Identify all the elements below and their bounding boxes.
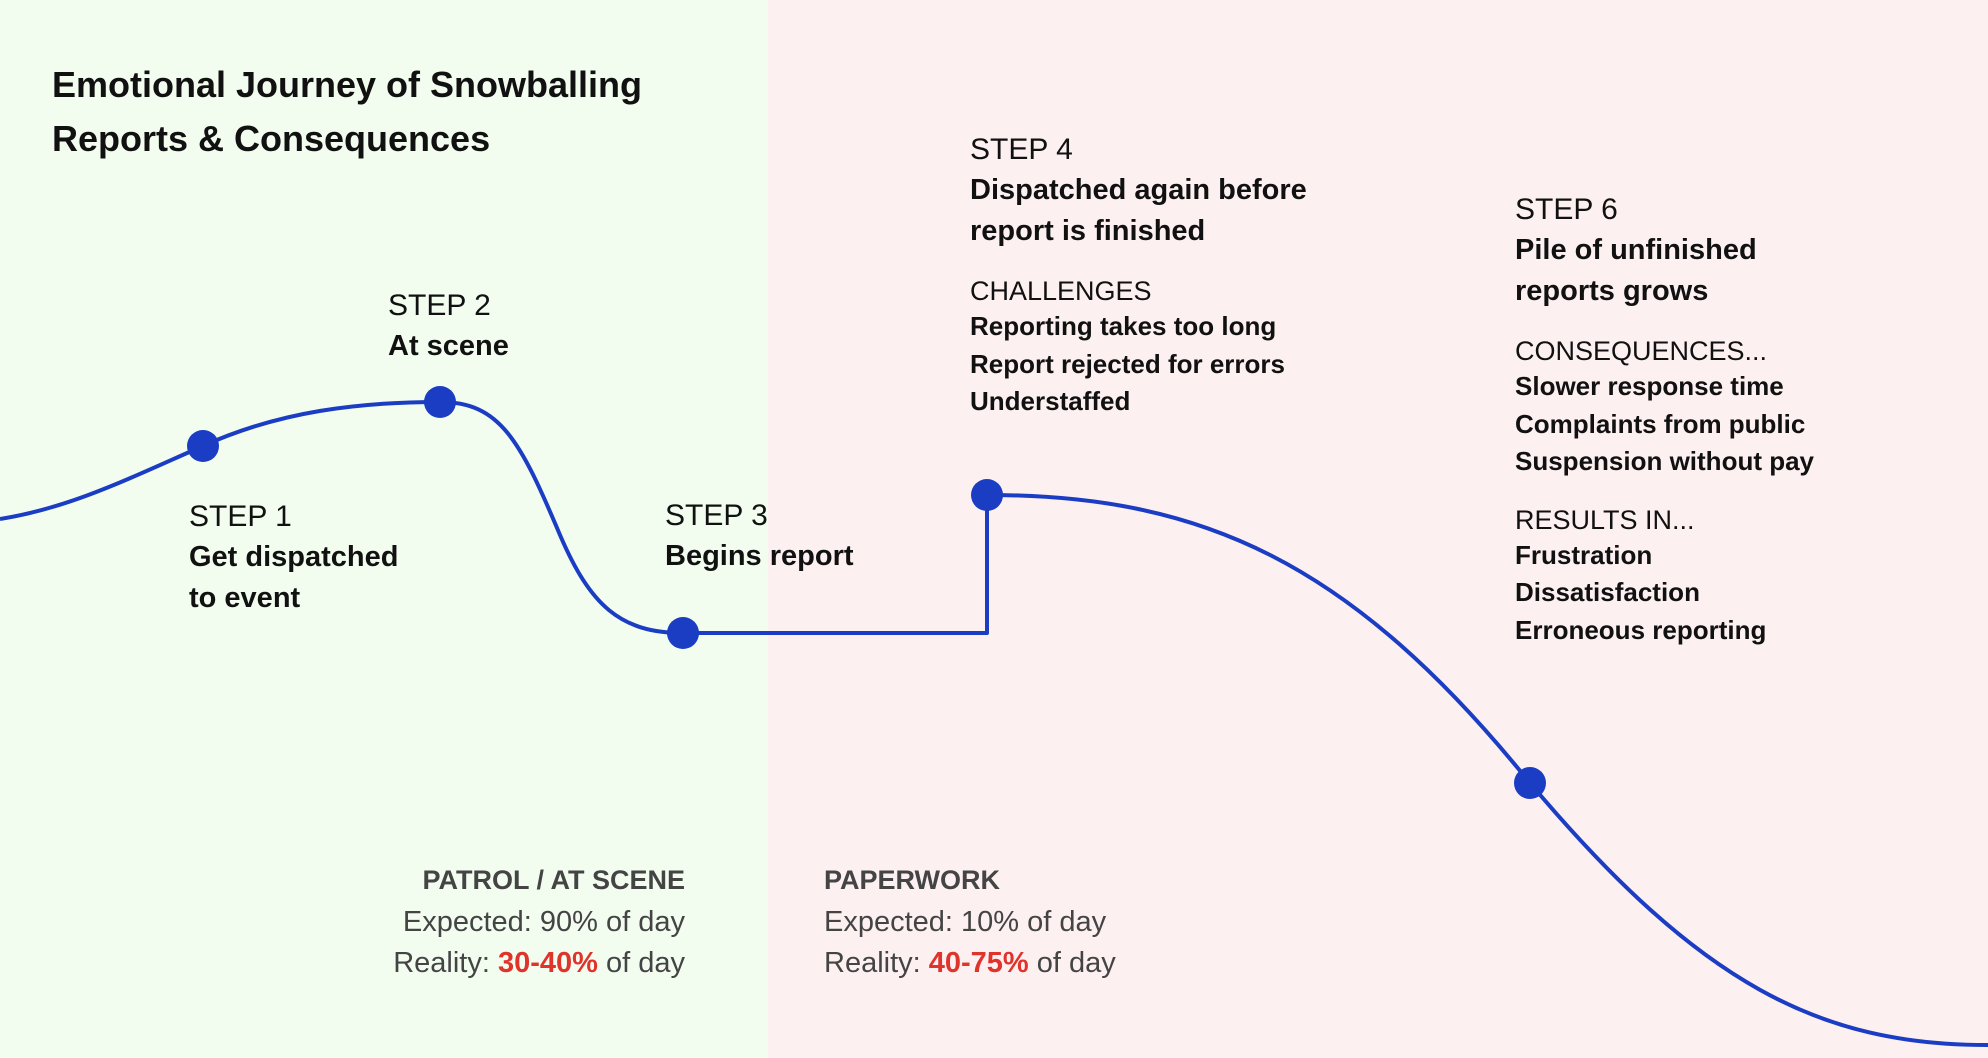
paperwork-reality-value: 40-75% [928, 947, 1029, 979]
patrol-reality-prefix: Reality: [393, 947, 498, 979]
step-3-title: Begins report [665, 536, 854, 577]
step-1-label: STEP 1 [189, 500, 292, 533]
results-label: RESULTS IN... [1515, 504, 1695, 535]
step-4-title-line-2: report is finished [970, 215, 1206, 247]
step-6: STEP 6 Pile of unfinished reports grows … [1515, 190, 1814, 649]
step-3-node [667, 617, 699, 649]
patrol-expected: Expected: 90% of day [402, 906, 685, 938]
results-list: Frustration Dissatisfaction Erroneous re… [1515, 537, 1814, 650]
result-item: Frustration [1515, 539, 1653, 570]
result-item: Erroneous reporting [1515, 614, 1767, 645]
step-3-title-line-1: Begins report [665, 540, 854, 572]
step-1-title-line-2: to event [189, 582, 301, 614]
step-6-title-line-2: reports grows [1515, 275, 1709, 307]
patrol-phase-title: PATROL / AT SCENE [422, 865, 685, 895]
step-1-title-line-1: Get dispatched [189, 541, 399, 573]
consequence-item: Suspension without pay [1515, 446, 1815, 476]
patrol-reality-suffix: of day [597, 947, 685, 979]
challenges-list: Reporting takes too long Report rejected… [970, 308, 1307, 421]
step-4: STEP 4 Dispatched again before report is… [970, 130, 1307, 421]
challenge-item: Understaffed [970, 386, 1131, 416]
consequences-label: CONSEQUENCES... [1515, 336, 1768, 366]
step-2: STEP 2 At scene [388, 286, 509, 367]
paperwork-expected: Expected: 10% of day [824, 906, 1107, 938]
paperwork-phase-summary: PAPERWORK Expected: 10% of day Reality: … [824, 862, 1116, 984]
result-item: Dissatisfaction [1515, 577, 1700, 607]
step-2-title-line-1: At scene [388, 330, 509, 362]
patrol-phase-summary: PATROL / AT SCENE Expected: 90% of day R… [393, 862, 685, 984]
step-6-title: Pile of unfinished reports grows [1515, 230, 1814, 312]
paperwork-reality: Reality: 40-75% of day [824, 943, 1116, 984]
paperwork-zone-background [768, 0, 1988, 1058]
step-4-title-line-1: Dispatched again before [970, 174, 1307, 206]
paperwork-reality-prefix: Reality: [824, 947, 929, 979]
patrol-reality: Reality: 30-40% of day [393, 943, 685, 984]
challenges-label: CHALLENGES [970, 276, 1152, 306]
patrol-reality-value: 30-40% [497, 947, 598, 979]
step-1-title: Get dispatched to event [189, 537, 399, 619]
step-6-node [1514, 767, 1546, 799]
challenge-item: Reporting takes too long [970, 311, 1277, 341]
page-title-line-2: Reports & Consequences [52, 118, 491, 159]
step-2-label: STEP 2 [388, 289, 491, 322]
page-title-line-1: Emotional Journey of Snowballing [52, 64, 643, 105]
step-3-label: STEP 3 [665, 499, 768, 532]
challenge-item: Report rejected for errors [970, 348, 1285, 379]
step-4-title: Dispatched again before report is finish… [970, 170, 1307, 252]
page-title: Emotional Journey of Snowballing Reports… [52, 58, 642, 166]
step-4-node [971, 479, 1003, 511]
consequence-item: Complaints from public [1515, 408, 1806, 439]
consequences-list: Slower response time Complaints from pub… [1515, 368, 1814, 481]
paperwork-phase-title: PAPERWORK [824, 865, 1001, 895]
step-1: STEP 1 Get dispatched to event [189, 497, 399, 619]
paperwork-reality-suffix: of day [1028, 947, 1116, 979]
step-6-title-line-1: Pile of unfinished [1515, 234, 1757, 266]
step-2-title: At scene [388, 326, 509, 367]
consequence-item: Slower response time [1515, 371, 1784, 401]
step-6-label: STEP 6 [1515, 193, 1618, 226]
patrol-zone-background [0, 0, 768, 1058]
step-2-node [424, 386, 456, 418]
journey-line [0, 400, 1988, 1047]
step-4-label: STEP 4 [970, 133, 1073, 166]
step-3: STEP 3 Begins report [665, 496, 854, 577]
step-1-node [187, 430, 219, 462]
